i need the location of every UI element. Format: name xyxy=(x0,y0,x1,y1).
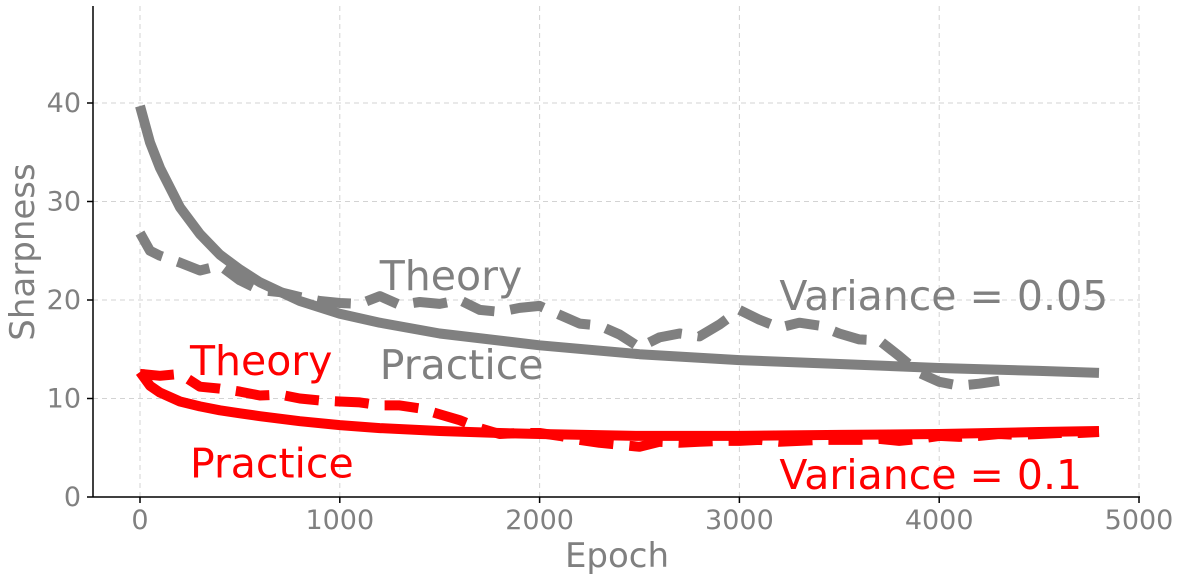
annotations: Theory Practice Variance = 0.05 Theory Pract… xyxy=(189,252,1108,499)
gray-theory-line xyxy=(135,104,1100,378)
grid xyxy=(93,6,1140,497)
ticks: 0 1000 2000 3000 4000 5000 0 10 20 30 40 xyxy=(47,88,1174,536)
y-axis-label: Sharpness xyxy=(3,163,43,340)
y-tick-label: 20 xyxy=(47,285,81,316)
y-tick-label: 40 xyxy=(47,88,81,119)
x-tick-label: 5000 xyxy=(1105,505,1174,536)
red-practice-line xyxy=(139,368,1100,452)
annotation-label: Practice xyxy=(380,341,544,389)
series-lines xyxy=(135,104,1100,452)
annotation-label: Theory xyxy=(379,252,522,300)
annotation-label: Theory xyxy=(189,337,332,385)
x-tick-label: 1000 xyxy=(305,505,374,536)
y-tick-label: 10 xyxy=(47,384,81,415)
gray-practice-line xyxy=(135,230,1000,391)
annotation-label: Variance = 0.05 xyxy=(779,272,1108,320)
x-tick-label: 3000 xyxy=(705,505,774,536)
x-axis-label: Epoch xyxy=(565,536,669,576)
annotation-label: Practice xyxy=(190,439,354,487)
red-theory-line xyxy=(135,368,1100,441)
y-tick-label: 0 xyxy=(64,482,81,513)
x-tick-label: 0 xyxy=(131,505,148,536)
x-tick-label: 4000 xyxy=(905,505,974,536)
x-tick-label: 2000 xyxy=(505,505,574,536)
axes xyxy=(92,6,1140,498)
y-tick-label: 30 xyxy=(47,187,81,218)
annotation-label: Variance = 0.1 xyxy=(779,451,1082,499)
